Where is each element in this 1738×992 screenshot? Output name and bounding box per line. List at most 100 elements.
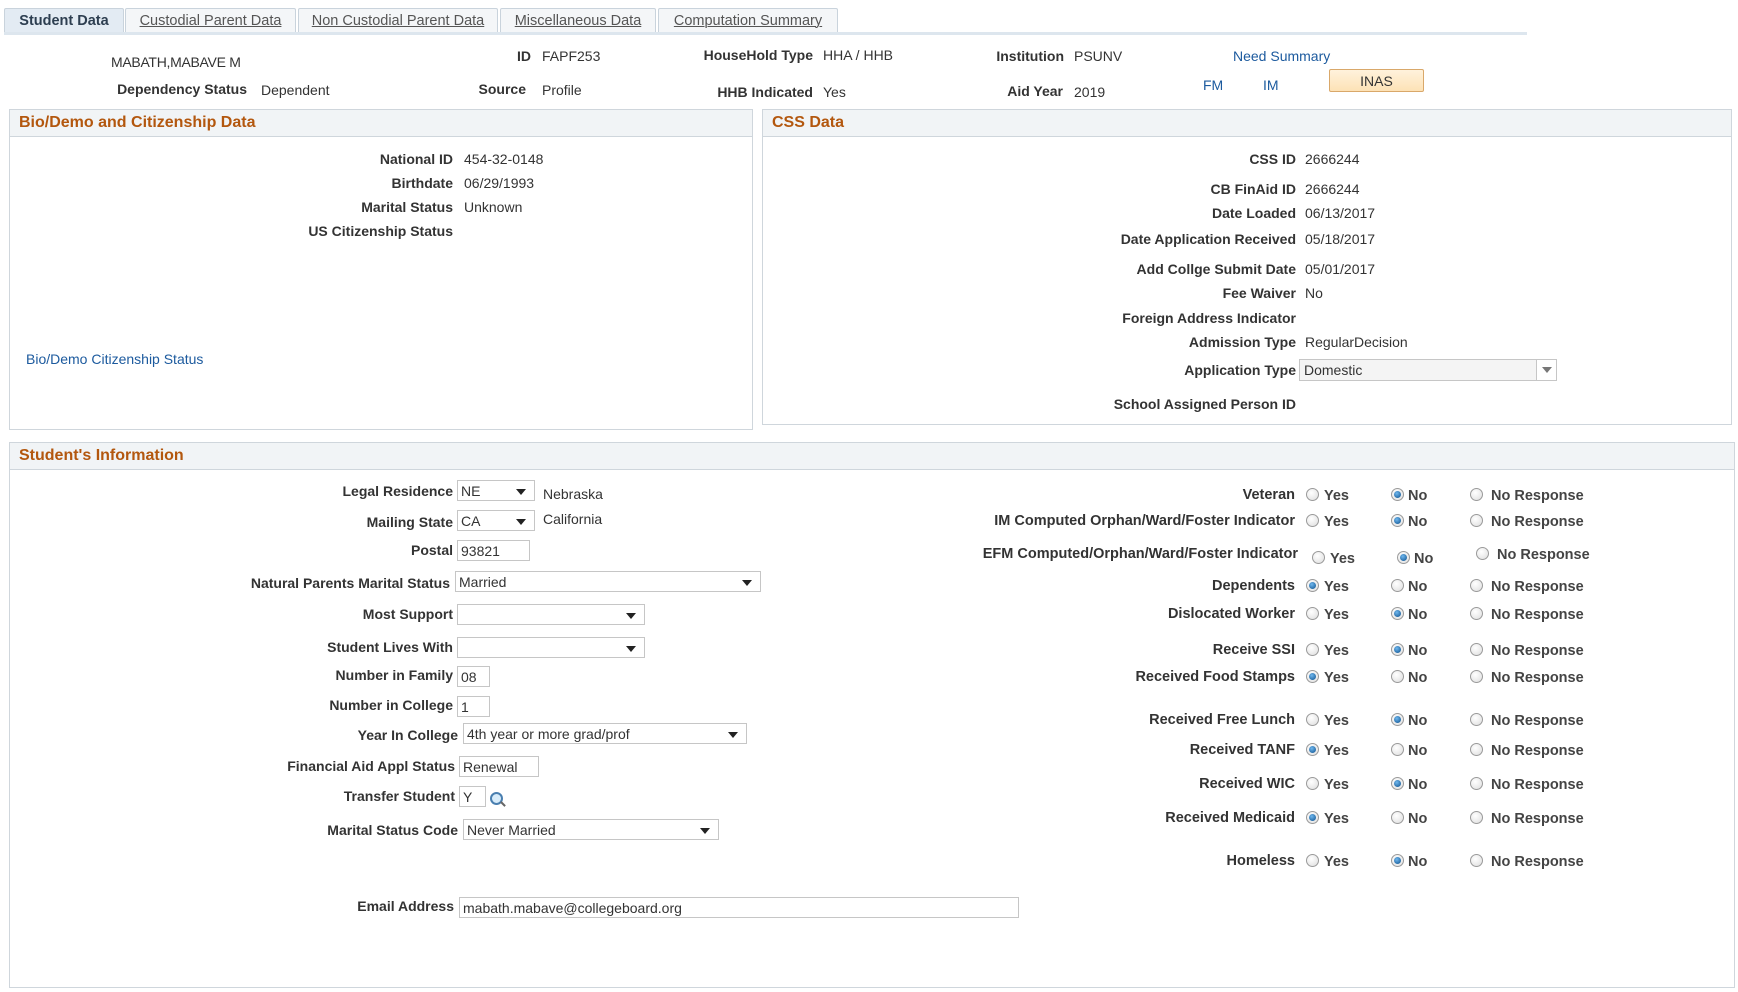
legal-residence-select[interactable]: NE <box>457 480 535 501</box>
mailing-state-select[interactable]: CA <box>457 510 535 531</box>
radio-label-no[interactable]: No <box>1408 607 1428 623</box>
radio-label-yes[interactable]: Yes <box>1330 551 1355 567</box>
radio-label-no-response[interactable]: No Response <box>1491 514 1584 530</box>
tab-custodial-parent-data[interactable]: Custodial Parent Data <box>125 8 296 33</box>
radio-label-no[interactable]: No <box>1408 488 1428 504</box>
number-in-college-input[interactable]: 1 <box>457 696 490 717</box>
radio-label-no[interactable]: No <box>1408 777 1428 793</box>
radio-label-no[interactable]: No <box>1408 743 1428 759</box>
radio-label-no-response[interactable]: No Response <box>1491 643 1584 659</box>
radio-no-response[interactable] <box>1470 488 1483 501</box>
im-link[interactable]: IM <box>1263 77 1279 93</box>
household-type-label: HouseHold Type <box>703 47 813 63</box>
radio-yes[interactable] <box>1312 551 1325 564</box>
radio-label-yes[interactable]: Yes <box>1324 811 1349 827</box>
radio-label-yes[interactable]: Yes <box>1324 488 1349 504</box>
radio-label-yes[interactable]: Yes <box>1324 670 1349 686</box>
tab-student-data[interactable]: Student Data <box>4 8 124 33</box>
tab-miscellaneous-data[interactable]: Miscellaneous Data <box>500 8 656 33</box>
radio-label-no[interactable]: No <box>1408 579 1428 595</box>
radio-no-response[interactable] <box>1470 514 1483 527</box>
marital-status-code-select[interactable]: Never Married <box>463 819 719 840</box>
radio-label-no-response[interactable]: No Response <box>1491 579 1584 595</box>
radio-label-yes[interactable]: Yes <box>1324 713 1349 729</box>
radio-no[interactable] <box>1391 854 1404 867</box>
radio-label-no-response[interactable]: No Response <box>1497 547 1590 563</box>
radio-yes[interactable] <box>1306 670 1319 683</box>
radio-label-no-response[interactable]: No Response <box>1491 811 1584 827</box>
radio-no[interactable] <box>1391 643 1404 656</box>
radio-label-no[interactable]: No <box>1408 811 1428 827</box>
radio-label-no[interactable]: No <box>1408 713 1428 729</box>
radio-label-yes[interactable]: Yes <box>1324 777 1349 793</box>
dropdown-arrow-icon <box>516 489 526 495</box>
radio-no-response[interactable] <box>1470 743 1483 756</box>
radio-yes[interactable] <box>1306 743 1319 756</box>
radio-no-response[interactable] <box>1470 607 1483 620</box>
radio-label-yes[interactable]: Yes <box>1324 579 1349 595</box>
postal-input[interactable]: 93821 <box>457 540 530 561</box>
radio-no[interactable] <box>1391 514 1404 527</box>
radio-label-no-response[interactable]: No Response <box>1491 713 1584 729</box>
radio-label-no[interactable]: No <box>1408 514 1428 530</box>
radio-no-response[interactable] <box>1470 811 1483 824</box>
radio-yes[interactable] <box>1306 488 1319 501</box>
student-lives-with-select[interactable] <box>457 637 645 658</box>
search-lookup-icon[interactable] <box>490 792 503 805</box>
radio-yes[interactable] <box>1306 854 1319 867</box>
most-support-select[interactable] <box>457 604 645 625</box>
radio-yes[interactable] <box>1306 607 1319 620</box>
radio-yes[interactable] <box>1306 514 1319 527</box>
fm-link[interactable]: FM <box>1203 77 1224 93</box>
radio-label-yes[interactable]: Yes <box>1324 607 1349 623</box>
radio-no[interactable] <box>1391 811 1404 824</box>
year-in-college-select[interactable]: 4th year or more grad/prof <box>463 723 747 744</box>
radio-no-response[interactable] <box>1470 670 1483 683</box>
radio-no[interactable] <box>1391 488 1404 501</box>
radio-yes[interactable] <box>1306 579 1319 592</box>
bio-demo-citizenship-status-link[interactable]: Bio/Demo Citizenship Status <box>26 351 204 367</box>
radio-label-no-response[interactable]: No Response <box>1491 488 1584 504</box>
tab-non-custodial-parent-data[interactable]: Non Custodial Parent Data <box>298 8 498 33</box>
radio-no[interactable] <box>1391 713 1404 726</box>
radio-yes[interactable] <box>1306 713 1319 726</box>
radio-label-yes[interactable]: Yes <box>1324 854 1349 870</box>
radio-no[interactable] <box>1391 579 1404 592</box>
radio-no-response[interactable] <box>1470 777 1483 790</box>
radio-yes[interactable] <box>1306 643 1319 656</box>
email-address-input[interactable]: mabath.mabave@collegeboard.org <box>459 897 1019 918</box>
radio-label-yes[interactable]: Yes <box>1324 514 1349 530</box>
need-summary-link[interactable]: Need Summary <box>1233 48 1331 64</box>
radio-no-response[interactable] <box>1470 713 1483 726</box>
radio-no-response[interactable] <box>1470 854 1483 867</box>
radio-label-no[interactable]: No <box>1408 670 1428 686</box>
dropdown-arrow-icon[interactable] <box>1536 360 1556 380</box>
radio-label-no[interactable]: No <box>1408 643 1428 659</box>
number-in-family-input[interactable]: 08 <box>457 666 490 687</box>
radio-no-response[interactable] <box>1470 579 1483 592</box>
transfer-student-input[interactable]: Y <box>459 786 486 807</box>
radio-yes[interactable] <box>1306 811 1319 824</box>
radio-no[interactable] <box>1397 551 1410 564</box>
inas-button[interactable]: INAS <box>1329 69 1424 92</box>
radio-label-yes[interactable]: Yes <box>1324 643 1349 659</box>
radio-label-no-response[interactable]: No Response <box>1491 777 1584 793</box>
radio-no[interactable] <box>1391 743 1404 756</box>
radio-label-no-response[interactable]: No Response <box>1491 743 1584 759</box>
natural-parents-marital-status-select[interactable]: Married <box>455 571 761 592</box>
tab-computation-summary[interactable]: Computation Summary <box>658 8 838 33</box>
radio-no-response[interactable] <box>1476 547 1489 560</box>
financial-aid-appl-status-input[interactable]: Renewal <box>459 756 539 777</box>
radio-label-no-response[interactable]: No Response <box>1491 854 1584 870</box>
radio-label-no[interactable]: No <box>1414 551 1434 567</box>
radio-label-no[interactable]: No <box>1408 854 1428 870</box>
radio-label-yes[interactable]: Yes <box>1324 743 1349 759</box>
radio-yes[interactable] <box>1306 777 1319 790</box>
radio-label-no-response[interactable]: No Response <box>1491 607 1584 623</box>
radio-label-no-response[interactable]: No Response <box>1491 670 1584 686</box>
radio-no[interactable] <box>1391 607 1404 620</box>
radio-no-response[interactable] <box>1470 643 1483 656</box>
application-type-select[interactable]: Domestic <box>1299 359 1557 381</box>
radio-no[interactable] <box>1391 670 1404 683</box>
radio-no[interactable] <box>1391 777 1404 790</box>
